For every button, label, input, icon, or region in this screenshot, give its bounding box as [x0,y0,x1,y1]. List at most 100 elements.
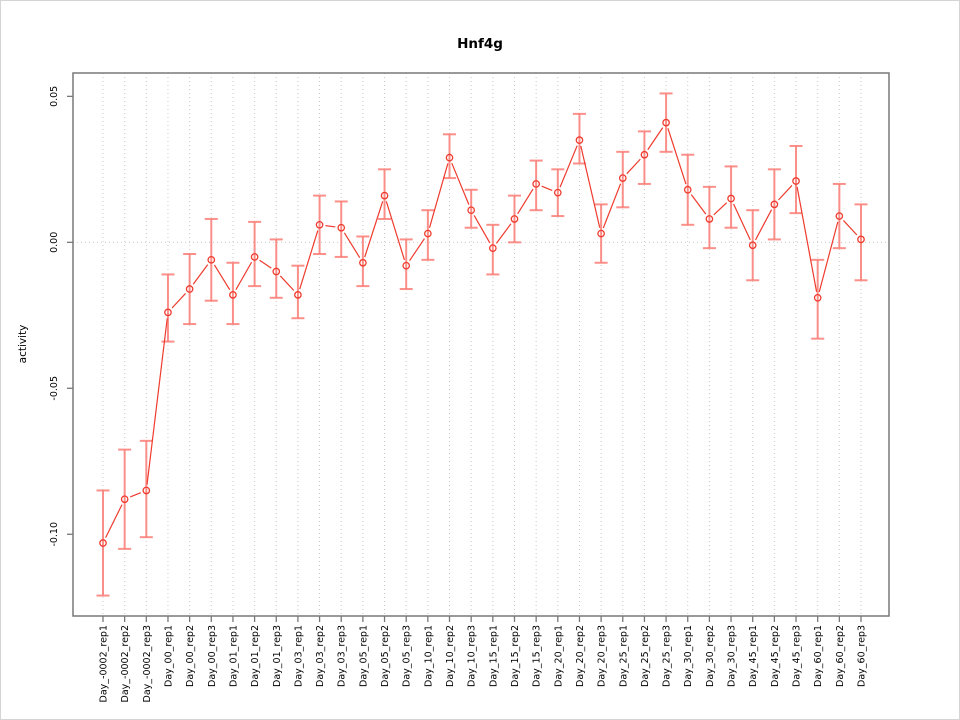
series-line-segment [171,293,186,309]
x-tick-label: Day_15_rep1 [488,625,499,687]
x-tick-label: Day_00_rep2 [185,625,196,687]
x-tick-label: Day_10_rep2 [445,625,456,687]
data-point [402,261,411,270]
data-point [337,223,346,232]
x-tick-label: Day_20_rep3 [597,625,608,687]
x-tick-label: Day_30_rep3 [727,625,738,687]
x-tick-label: Day_01_rep2 [250,625,261,687]
series-line-segment [495,223,512,244]
x-tick-label: Day_10_rep3 [467,625,478,687]
data-point [380,191,389,200]
x-tick-label: Day_15_rep2 [510,625,521,687]
data-point [142,486,151,495]
x-tick-label: Day_60_rep2 [835,625,846,687]
x-tick-label: Day_20_rep2 [575,625,586,687]
data-point [532,180,540,188]
x-tick-label: Day_25_rep2 [640,625,651,687]
x-tick-label: Day_00_rep1 [163,625,174,687]
series-line-segment [626,158,641,175]
x-tick-label: Day_30_rep1 [683,625,694,687]
data-point [294,291,302,299]
series-line-segment [213,264,231,291]
data-point [272,267,281,276]
series-line-segment [192,264,209,285]
series-line-segment [733,203,751,241]
series-line-segment [541,185,553,192]
series-line-segment [343,232,361,258]
x-tick-label: Day_60_rep1 [813,625,824,687]
data-point [99,539,107,547]
y-tick-label: -0.10 [49,522,60,547]
data-point [185,285,194,293]
series-line-segment [451,162,470,205]
data-point [727,194,735,203]
data-point [120,495,129,504]
series-line-segment [235,261,253,290]
x-tick-label: Day_25_rep1 [618,625,629,687]
series-line-segment [580,145,601,228]
x-tick-label: Day_60_rep3 [857,625,868,687]
x-tick-label: Day_25_rep3 [662,625,673,687]
y-tick-label: 0.05 [49,86,60,107]
series-line-segment [105,504,123,538]
data-point [445,153,454,162]
data-point [835,212,844,220]
data-point [164,308,172,317]
x-tick-label: Day_-0002_rep2 [120,625,131,702]
x-tick-label: Day_-0002_rep3 [142,625,153,702]
series-line-segment [428,163,449,228]
x-tick-label: Day_30_rep2 [705,625,716,687]
x-tick-label: Day_00_rep3 [207,625,218,687]
series-line-segment [559,145,578,188]
x-tick-label: Day_20_rep1 [553,625,564,687]
series-line-segment [713,202,728,216]
x-tick-label: Day_01_rep3 [272,625,283,687]
x-tick-label: Day_03_rep2 [315,625,326,687]
data-point [510,215,519,223]
x-tick-label: Day_05_rep2 [380,625,391,687]
data-point [575,136,584,144]
data-point [683,185,692,194]
data-point [250,253,259,261]
data-point [662,118,670,127]
series-line-segment [818,221,839,293]
series-line-segment [146,318,168,485]
series-line-segment [517,188,534,215]
series-line-segment [647,127,664,151]
x-tick-label: Day_15_rep3 [532,625,543,687]
data-point [315,220,324,229]
x-tick-label: Day_45_rep2 [770,625,781,687]
x-tick-label: Day_05_rep3 [402,625,413,687]
x-tick-label: Day_-0002_rep1 [99,625,110,702]
data-point [705,215,714,223]
series-line-segment [409,238,425,262]
y-axis-label: activity [17,325,29,364]
x-tick-label: Day_10_rep1 [423,625,434,687]
data-point [640,150,649,159]
data-point [488,244,497,253]
series-line-segment [690,194,707,215]
series-line-segment [754,209,773,241]
data-point [229,291,237,299]
plot-box [72,72,890,617]
series-line-segment [796,186,818,293]
series-line-segment [842,220,858,236]
data-point [770,200,779,209]
data-point [748,241,757,250]
plot-area: 0.05 0.00 -0.05 -0.10 Day_-0002_rep1 Day_-000… [49,72,890,702]
series-line-segment [325,225,336,228]
x-tick-label: Day_03_rep3 [337,625,348,687]
series-line-segment [364,201,384,258]
data-point [424,229,432,238]
data-point [597,229,605,238]
data-point [857,235,865,244]
data-point [792,177,800,185]
series-line-segment [667,128,687,185]
x-tick-label: Day_45_rep1 [748,625,759,687]
data-point [813,293,822,302]
data-point [618,174,627,182]
series-line-segment [259,259,272,269]
series-line-segment [778,185,793,201]
series-line-segment [602,183,622,229]
